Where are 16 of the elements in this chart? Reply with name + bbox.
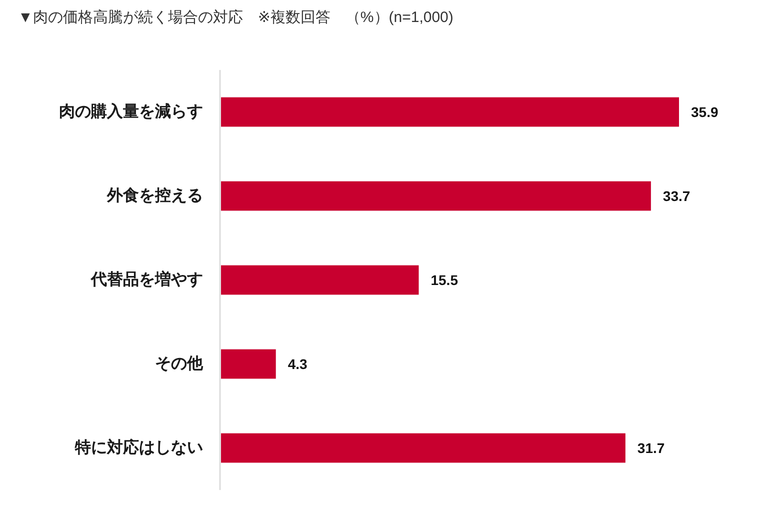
y-tick-label: 特に対応はしない [74,438,203,456]
bar [221,181,651,211]
bar [221,265,419,295]
data-label: 35.9 [691,104,718,120]
chart-title: ▼肉の価格高騰が続く場合の対応 ※複数回答 （%）(n=1,000) [18,9,454,26]
bar [221,433,626,463]
data-label: 15.5 [430,272,458,288]
y-tick-label: その他 [155,354,204,372]
y-tick-label: 外食を控える [106,186,203,204]
data-label: 4.3 [288,356,308,372]
y-tick-label: 肉の購入量を減らす [59,102,203,120]
y-tick-label: 代替品を増やす [90,270,203,288]
data-label: 31.7 [637,440,665,456]
data-label: 33.7 [662,188,690,204]
bar [221,97,679,127]
bar [221,349,276,379]
